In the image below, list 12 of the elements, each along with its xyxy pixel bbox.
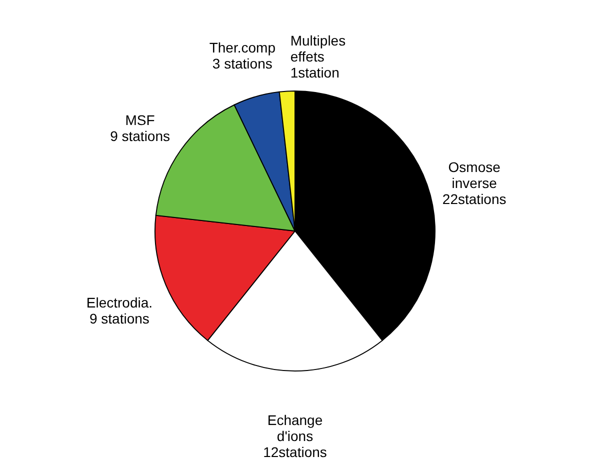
data-label: 22stations xyxy=(442,191,506,208)
slice-label: Multiples effets xyxy=(290,32,346,64)
data-label: 12stations xyxy=(263,444,327,460)
slice-label: MSF xyxy=(125,112,155,128)
slice-label: Electrodia. xyxy=(86,294,153,311)
slice-label: Echange d'ions xyxy=(267,412,323,444)
data-label: 1station xyxy=(290,64,340,80)
slice-label: Ther.comp xyxy=(209,39,276,56)
data-label: 9 stations xyxy=(110,128,170,144)
data-label: 9 stations xyxy=(89,310,150,327)
data-label: 3 stations xyxy=(212,55,272,72)
slice-label: Osmose inverse xyxy=(448,159,501,192)
